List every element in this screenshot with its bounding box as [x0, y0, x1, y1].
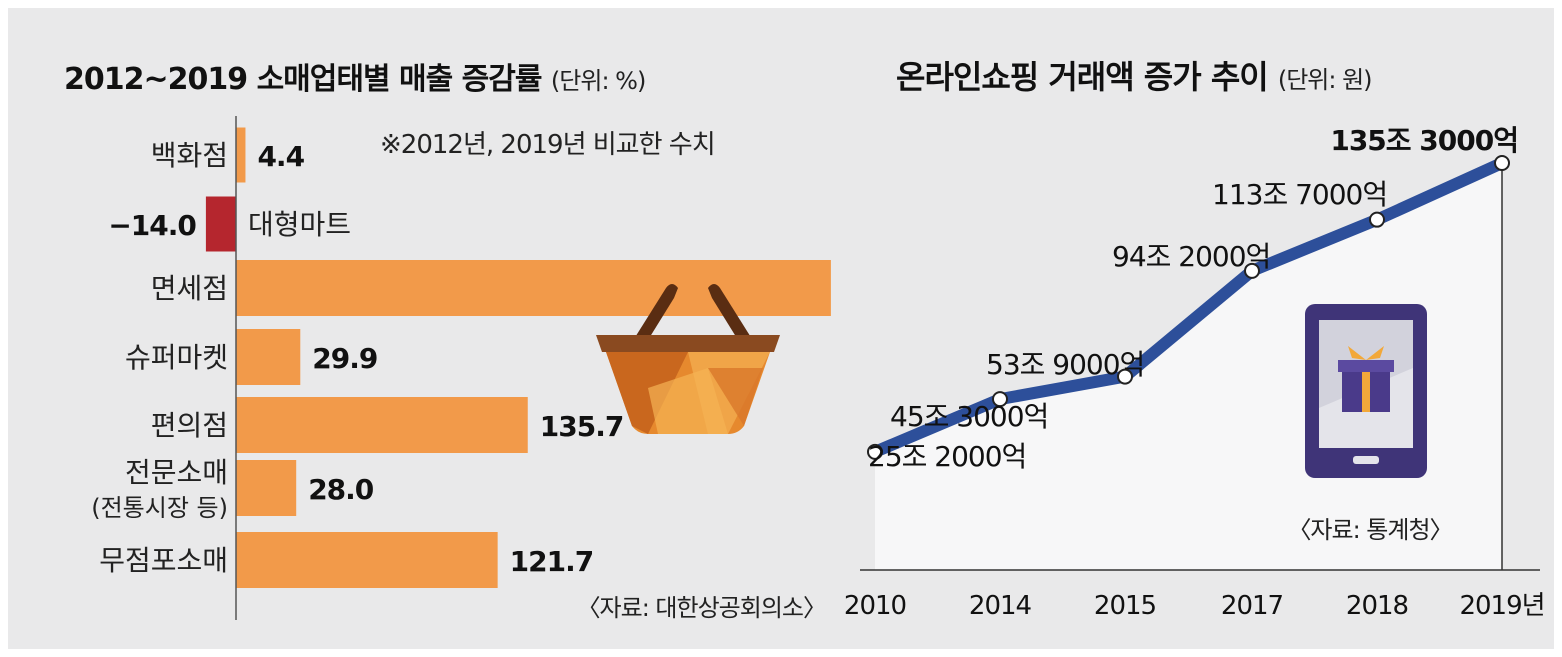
- shopping-basket-icon: [596, 284, 780, 434]
- right-chart-title: 온라인쇼핑 거래액 증가 추이 (단위: 원): [896, 52, 1373, 98]
- value-label-1: −14.0: [108, 209, 196, 242]
- value-label-5: 135조 3000억: [1330, 124, 1518, 157]
- online-shopping-panel: 온라인쇼핑 거래액 증가 추이 (단위: 원) 25조 2000억 45조 300…: [840, 8, 1554, 649]
- online-line-chart: 25조 2000억 45조 3000억 53조 9000억 94조 2000억 113조…: [844, 124, 1546, 621]
- point-4: [1369, 211, 1385, 228]
- left-note: ※2012년, 2019년 비교한 수치: [380, 130, 715, 160]
- right-title-text: 온라인쇼핑 거래액 증가 추이: [896, 58, 1269, 96]
- bar-0: [236, 127, 246, 183]
- value-label-0: 25조 2000억: [868, 440, 1026, 473]
- bar-5: [236, 460, 297, 516]
- point-1: [992, 391, 1008, 408]
- category-sublabel-5: (전통시장 등): [91, 494, 228, 522]
- value-label-6: 121.7: [510, 545, 594, 578]
- x-tick-label-4: 2018: [1346, 591, 1408, 621]
- x-tick-label-5: 2019년: [1459, 591, 1544, 621]
- value-label-4: 113조 7000억: [1212, 178, 1387, 211]
- x-tick-label-3: 2017: [1221, 591, 1283, 621]
- bar-3: [236, 329, 301, 385]
- point-2: [1117, 368, 1133, 385]
- category-label-5: 전문소매: [125, 456, 228, 489]
- left-unit-text: (단위: %): [550, 67, 646, 95]
- right-unit-text: (단위: 원): [1277, 66, 1373, 94]
- value-label-0: 4.4: [257, 140, 304, 173]
- x-tick-label-1: 2014: [969, 591, 1032, 621]
- series-line: [869, 157, 1508, 458]
- right-source: 〈자료: 통계청〉: [1287, 516, 1452, 544]
- value-label-4: 135.7: [540, 410, 624, 443]
- left-chart-title: 2012~2019 소매업태별 매출 증감률 (단위: %): [64, 54, 646, 98]
- category-label-4: 편의점: [151, 409, 228, 442]
- retail-growth-panel: 2012~2019 소매업태별 매출 증감률 (단위: %) ※2012년, 2…: [8, 8, 840, 649]
- point-3: [1244, 262, 1260, 279]
- retail-bar-chart: ※2012년, 2019년 비교한 수치4.4백화점−14.0대형마트276.7…: [91, 116, 831, 622]
- value-label-1: 45조 3000억: [890, 400, 1048, 433]
- point-5: [1494, 155, 1510, 171]
- bar-4: [236, 397, 528, 453]
- category-label-0: 백화점: [151, 139, 228, 172]
- category-label-1: 대형마트: [248, 208, 351, 241]
- point-0: [867, 443, 883, 460]
- category-label-3: 슈퍼마켓: [125, 341, 228, 374]
- x-tick-label-0: 2010: [844, 591, 906, 621]
- category-label-6: 무점포소매: [99, 544, 228, 577]
- value-label-5: 28.0: [308, 473, 374, 506]
- smartphone-gift-icon: [1305, 304, 1427, 478]
- value-label-2: 53조 9000억: [986, 348, 1144, 381]
- left-title-text: 2012~2019 소매업태별 매출 증감률: [64, 62, 542, 97]
- x-tick-label-2: 2015: [1094, 591, 1156, 621]
- bar-2: [236, 260, 831, 316]
- bar-1: [205, 196, 236, 252]
- left-source: 〈자료: 대한상공회의소〉: [577, 594, 826, 622]
- bar-6: [236, 532, 498, 588]
- category-label-2: 면세점: [151, 272, 228, 305]
- value-label-3: 29.9: [312, 342, 377, 375]
- value-label-3: 94조 2000억: [1112, 240, 1270, 273]
